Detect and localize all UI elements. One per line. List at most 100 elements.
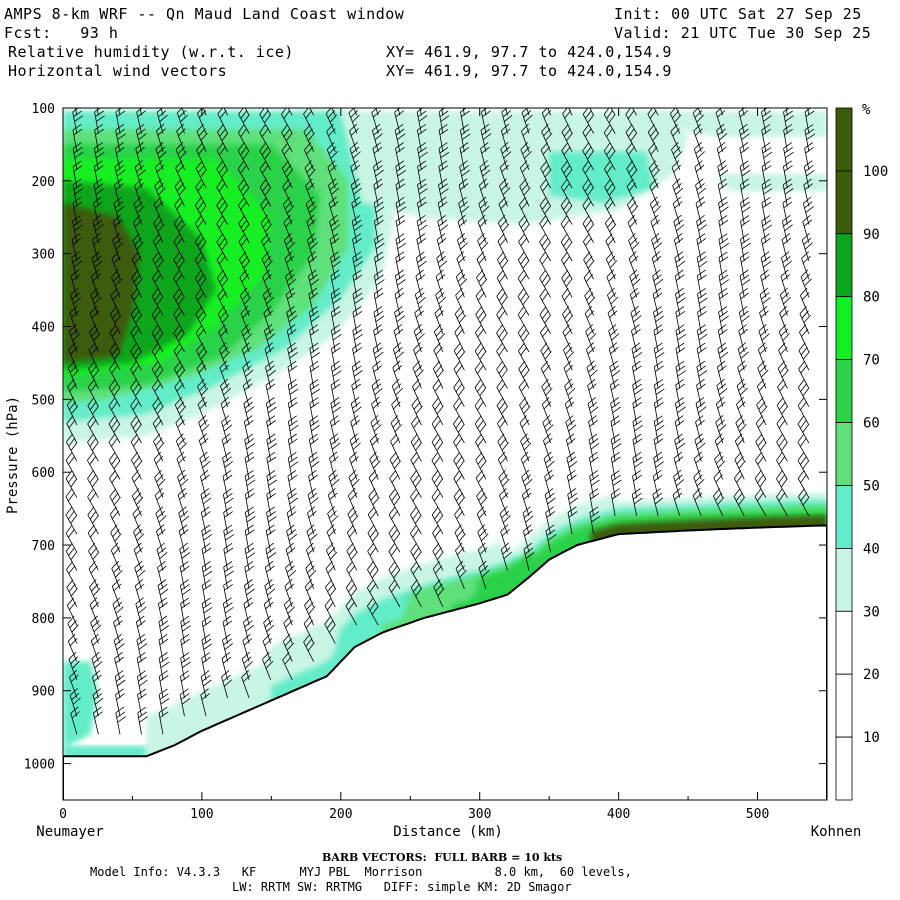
y-axis-label: Pressure (hPa) [5,396,21,514]
wind-barb [135,123,147,152]
wind-barb [118,108,121,116]
wind-barb [589,488,600,516]
wind-barb [734,451,746,480]
wind-barb [437,214,449,243]
wind-barb [237,160,250,189]
wind-barb [604,196,616,225]
y-tick-label: 800 [32,612,55,627]
wind-barb [65,506,78,535]
rh-contour-100 [63,202,140,363]
wind-barb [134,178,144,207]
rh-contour-40-right [715,173,827,192]
wind-barb [329,433,341,462]
wind-barb [696,214,707,243]
wind-barb [498,469,510,498]
wind-barb [350,178,362,207]
wind-barb [349,451,359,480]
wind-barb [417,178,428,207]
wind-barb [72,142,84,170]
wind-barb [415,251,427,280]
wind-barb [539,233,551,262]
wind-barb [240,305,250,334]
wind-barb [696,360,708,389]
wind-barb [626,160,638,189]
wind-barb [372,342,384,371]
wind-barb [544,469,554,498]
wind-barb [654,397,664,425]
wind-barb [328,178,340,207]
wind-barb [719,108,724,116]
wind-barb [266,506,277,535]
wind-barb [610,470,622,498]
wind-barb [718,196,729,225]
wind-barb [521,108,533,134]
wind-barb [632,451,643,480]
wind-barb [562,108,573,134]
wind-barb [351,378,362,407]
wind-barb [653,324,664,353]
colorbar-swatch [835,673,853,738]
wind-barb [588,433,600,462]
wind-barb [715,108,726,134]
wind-barb [565,433,576,462]
wind-barb [675,108,681,116]
wind-barb [754,488,767,517]
wind-barb [325,108,338,134]
wind-barb [780,269,791,298]
wind-barb [410,451,422,480]
wind-barb [281,142,293,171]
wind-barb [69,670,79,699]
wind-barb [158,597,168,626]
wind-barb [137,670,148,699]
y-tick-label: 1000 [24,758,55,773]
wind-barb [438,142,450,170]
wind-barb [783,160,793,189]
wind-barb [285,287,296,316]
colorbar-label: 50 [863,479,880,495]
wind-barb [327,488,338,517]
wind-barb [330,269,341,298]
wind-barb [761,178,773,207]
wind-barb [259,108,272,134]
colorbar-label: 40 [863,541,880,557]
wind-barb [287,451,299,480]
wind-barb [237,178,250,207]
wind-barb [716,123,728,152]
wind-barb [432,524,444,553]
wind-barb [194,197,207,225]
wind-barb [135,597,147,626]
wind-barb [93,178,105,207]
wind-barb [309,360,320,389]
wind-barb [89,597,100,626]
colorbar-label: 100 [863,164,888,180]
wind-barb [374,233,385,262]
wind-barb [373,306,385,334]
chart-title: AMPS 8-km WRF -- Qn Maud Land Coast wind… [4,5,405,23]
wind-barb [545,524,557,553]
wind-barb [309,324,319,353]
wind-barb [497,415,508,444]
terrain-fill [63,524,827,800]
wind-barb [135,615,146,644]
wind-barb [560,233,573,262]
wind-barb [287,108,293,116]
wind-barb [352,269,363,298]
wind-barb [797,397,810,426]
wind-barb [540,160,552,189]
wind-barb [173,306,185,334]
wind-barb [96,108,99,116]
init-time: Init: 00 UTC Sat 27 Sep 25 [614,5,862,23]
wind-barb [88,342,99,371]
wind-barb [244,451,255,480]
wind-barb [756,378,767,407]
wind-barb [195,178,207,207]
wind-barb [114,160,126,189]
wind-barb [69,305,80,334]
wind-barb [66,579,78,608]
wind-barb [584,305,595,334]
wind-barb [560,197,573,225]
wind-barb [738,305,750,334]
wind-barb [324,597,336,626]
wind-barb [108,360,121,389]
wind-barb [286,506,297,535]
